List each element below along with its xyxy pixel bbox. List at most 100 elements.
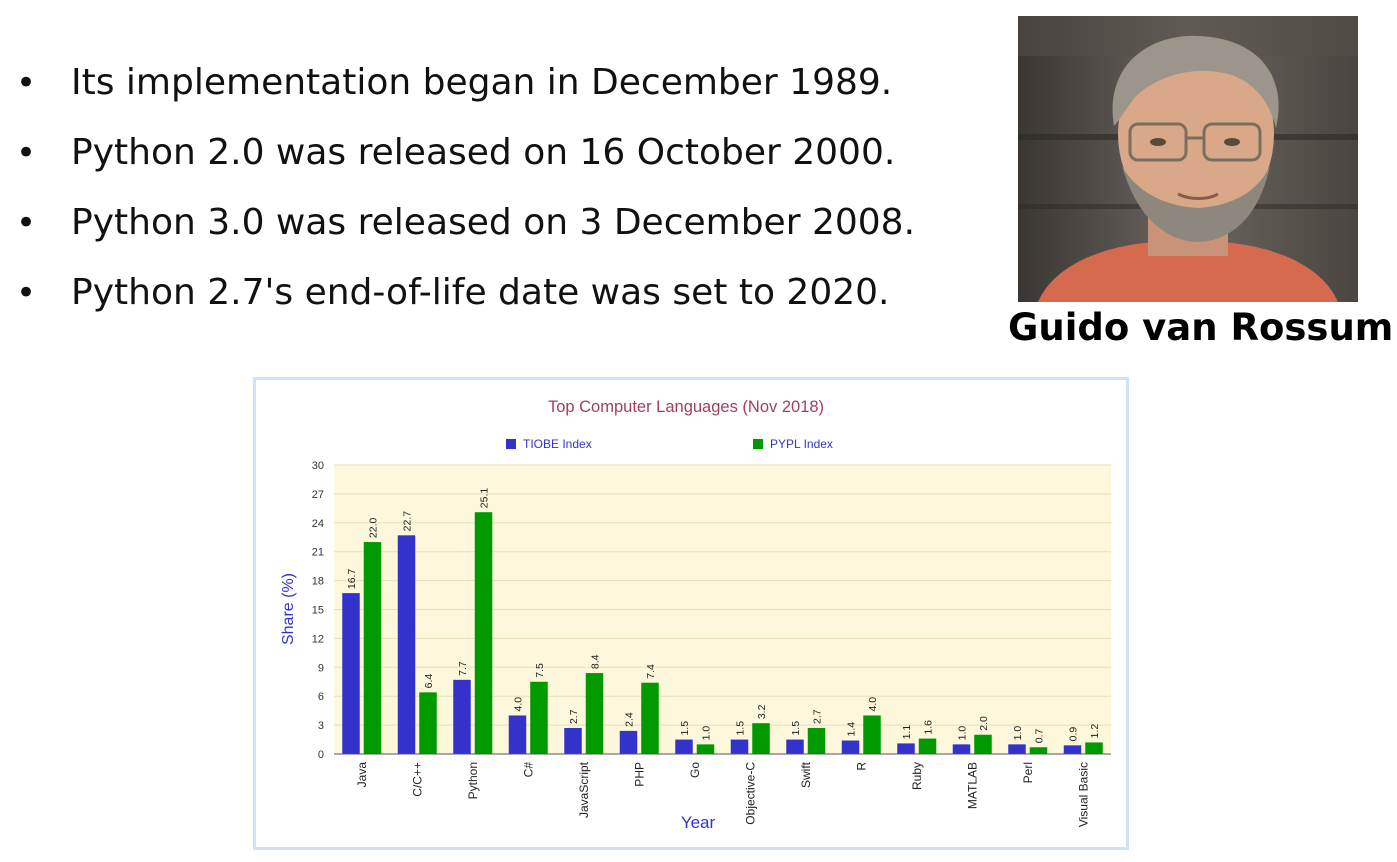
bar (508, 715, 527, 754)
x-tick-label: Python (466, 762, 480, 799)
x-tick-label: R (854, 762, 868, 771)
bar (641, 682, 659, 754)
bar (752, 723, 770, 754)
x-tick-label: Perl (1021, 762, 1035, 783)
bar (419, 692, 437, 754)
bar-value-label: 2.4 (624, 712, 636, 727)
legend-swatch (753, 439, 763, 449)
x-ticks-group: Java C/C++ Python C# JavaScript PHP Go Objectiv… (355, 761, 1091, 827)
bar (730, 739, 749, 754)
bar-value-label: 2.7 (812, 709, 824, 724)
bar-value-label: 1.1 (901, 725, 913, 740)
bullet-text: Its implementation began in December 198… (71, 62, 893, 103)
bar-value-label: 1.0 (1012, 726, 1024, 741)
bar (1085, 742, 1103, 754)
bar (1063, 745, 1082, 754)
y-tick-label: 27 (312, 489, 324, 501)
bullet-item: • Its implementation began in December 19… (14, 52, 1004, 122)
y-ticks-group: 0 3 6 9 12 15 18 21 24 27 30 (312, 460, 324, 761)
bar (474, 512, 493, 754)
x-tick-label: Objective-C (743, 762, 757, 825)
x-tick-label: C/C++ (410, 762, 424, 797)
bullet-text: Python 3.0 was released on 3 December 20… (71, 202, 916, 243)
bar (453, 679, 471, 754)
bar (619, 730, 638, 754)
bar (397, 535, 416, 754)
bullet-item: • Python 2.0 was released on 16 October 2… (14, 122, 1004, 192)
x-tick-label: Java (355, 762, 369, 788)
x-tick-label: MATLAB (965, 762, 979, 809)
bar-value-label: 3.2 (756, 704, 768, 719)
y-tick-label: 6 (318, 691, 324, 703)
bullet-marker: • (15, 273, 37, 313)
photo-caption: Guido van Rossum (1008, 306, 1394, 349)
bar (1029, 747, 1048, 754)
legend-label: PYPL Index (770, 437, 833, 451)
bar (786, 739, 804, 754)
bar (897, 743, 915, 754)
bar-value-label: 0.7 (1034, 728, 1046, 743)
bar-value-label: 1.0 (701, 726, 713, 741)
bar-value-label: 1.4 (846, 722, 858, 737)
bar (564, 727, 582, 754)
x-tick-label: C# (521, 762, 535, 778)
bar (363, 542, 382, 754)
bars-group (342, 512, 1103, 754)
y-tick-label: 0 (318, 749, 324, 761)
x-tick-label: Go (688, 762, 702, 778)
bar-value-label: 7.7 (457, 661, 469, 676)
bar-value-label: 1.5 (679, 721, 691, 736)
bar-value-label: 0.9 (1068, 727, 1080, 742)
bar-chart: 16.7 22.0 22.7 6.4 7.7 25.1 4.0 7.5 2.7 8.4 2.4 7.4… (280, 398, 1111, 832)
bar-value-label: 2.7 (568, 709, 580, 724)
x-tick-label: Ruby (910, 762, 924, 790)
bar-value-label: 1.0 (957, 726, 969, 741)
bar (918, 738, 937, 754)
x-tick-label: PHP (632, 762, 646, 787)
y-tick-label: 9 (318, 662, 324, 674)
bar (1008, 744, 1026, 754)
y-tick-label: 3 (318, 720, 324, 732)
portrait-photo (1018, 16, 1358, 302)
bar-value-label: 7.5 (534, 663, 546, 678)
bar-value-label: 6.4 (423, 674, 435, 689)
y-tick-label: 15 (312, 605, 324, 617)
bar-value-label: 22.0 (368, 517, 380, 538)
bar (675, 739, 693, 754)
chart-panel: 16.7 22.0 22.7 6.4 7.7 25.1 4.0 7.5 2.7 8.4 2.4 7.4… (253, 377, 1129, 850)
x-axis-label: Year (681, 813, 716, 832)
data-labels-group: 16.7 22.0 22.7 6.4 7.7 25.1 4.0 7.5 2.7 8.4 2.4 7.4… (346, 488, 1101, 744)
bullet-marker: • (15, 203, 37, 243)
legend: TIOBE Index PYPL Index (506, 437, 833, 451)
x-tick-label: Visual Basic (1076, 762, 1090, 827)
bar-value-label: 1.5 (735, 721, 747, 736)
chart-title: Top Computer Languages (Nov 2018) (548, 398, 824, 416)
bullet-item: • Python 2.7's end-of-life date was set t… (14, 262, 1004, 332)
bullet-text: Python 2.0 was released on 16 October 20… (71, 132, 896, 173)
bar-value-label: 22.7 (402, 511, 414, 532)
legend-label: TIOBE Index (523, 437, 592, 451)
bar (807, 727, 826, 754)
y-axis-label: Share (%) (280, 573, 297, 645)
bullet-item: • Python 3.0 was released on 3 December 2… (14, 192, 1004, 262)
bar-value-label: 7.4 (645, 664, 657, 679)
bullet-list: • Its implementation began in December 19… (14, 52, 1004, 332)
bar-value-label: 1.6 (923, 720, 935, 735)
y-tick-label: 21 (312, 547, 324, 559)
bar-value-label: 25.1 (479, 488, 491, 509)
bar (863, 715, 881, 754)
bar-value-label: 4.0 (513, 697, 525, 712)
bar (841, 740, 860, 754)
portrait-image (1018, 16, 1358, 302)
bar-value-label: 1.2 (1089, 724, 1101, 739)
bar (585, 673, 604, 754)
x-tick-label: JavaScript (577, 761, 591, 818)
bar-value-label: 8.4 (590, 654, 602, 669)
bar (974, 734, 992, 754)
bullet-marker: • (15, 133, 37, 173)
legend-swatch (506, 439, 516, 449)
bar-value-label: 16.7 (346, 569, 358, 590)
bar (530, 681, 548, 754)
bar (696, 744, 715, 754)
x-tick-label: Swift (799, 761, 813, 788)
